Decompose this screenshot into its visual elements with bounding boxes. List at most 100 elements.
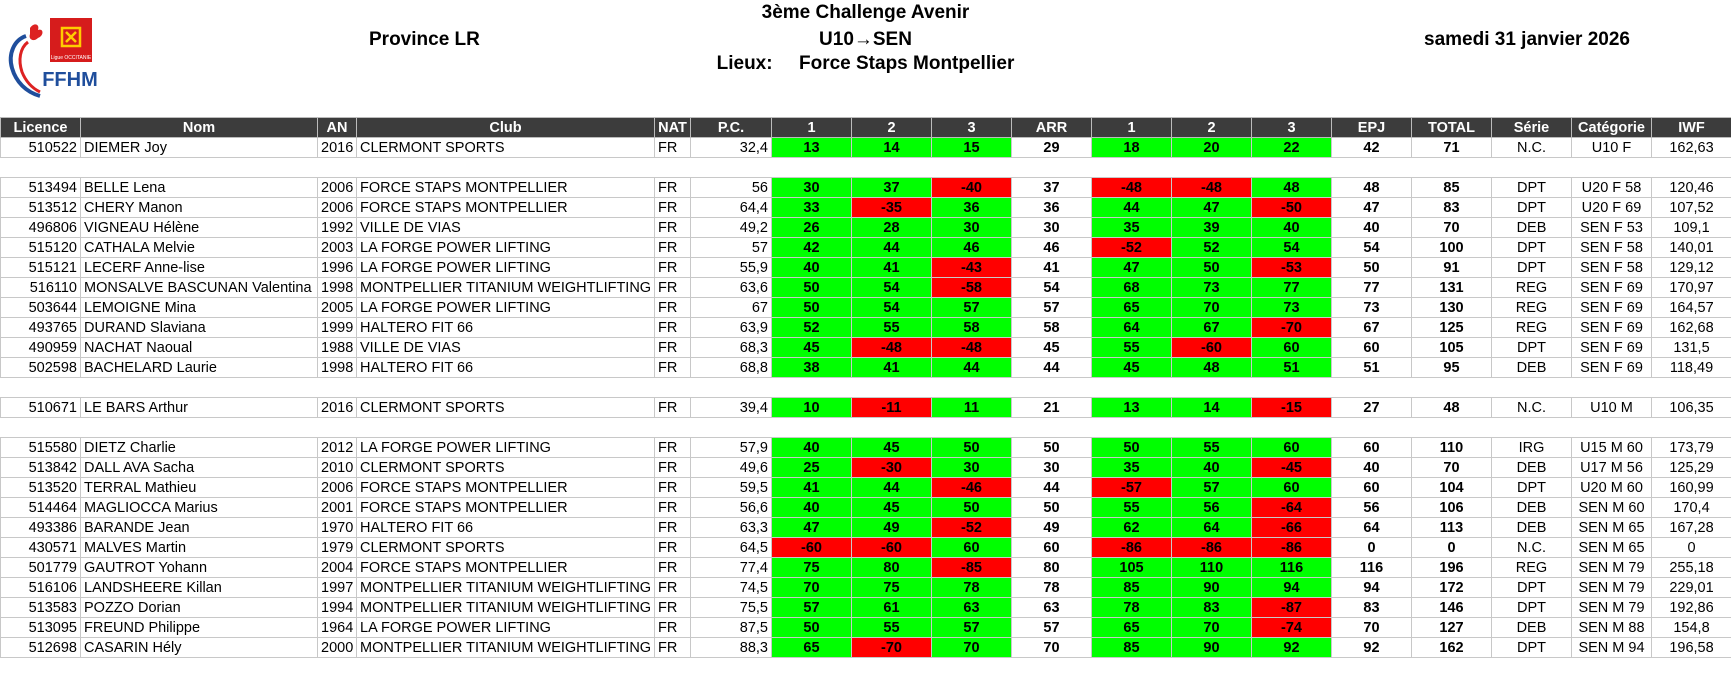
nationality-cell: FR: [654, 577, 691, 598]
cj-attempt-cell: 18: [1091, 137, 1172, 158]
iwf-cell: 229,01: [1651, 577, 1731, 598]
category-cell: SEN M 94: [1571, 637, 1652, 658]
snatch-attempt-cell: 41: [851, 257, 932, 278]
licence-cell: 513842: [0, 457, 81, 478]
table-row: 515580 DIETZ Charlie 2012 LA FORGE POWER LI…: [0, 437, 1731, 458]
table-row: 502598 BACHELARD Laurie 1998 HALTERO FIT 66…: [0, 357, 1731, 378]
snatch-best-cell: 70: [1011, 637, 1092, 658]
cj-best-cell: 47: [1331, 197, 1412, 218]
cj-attempt-cell: 60: [1251, 437, 1332, 458]
snatch-attempt-cell: 58: [931, 317, 1012, 338]
name-cell: CASARIN Hély: [80, 637, 318, 658]
snatch-best-cell: 29: [1011, 137, 1092, 158]
cj-attempt-cell: 39: [1171, 217, 1252, 238]
cj-attempt-cell: -86: [1091, 537, 1172, 558]
cj-best-cell: 116: [1331, 557, 1412, 578]
location-label: Lieux:: [716, 53, 773, 74]
bodyweight-cell: 75,5: [690, 597, 772, 618]
table-row: 493765 DURAND Slaviana 1999 HALTERO FIT 66 F…: [0, 317, 1731, 338]
snatch-attempt-cell: 65: [771, 637, 852, 658]
nationality-cell: FR: [654, 237, 691, 258]
year-cell: 1998: [317, 277, 357, 298]
cj-attempt-cell: -45: [1251, 457, 1332, 478]
bodyweight-cell: 56,6: [690, 497, 772, 518]
name-cell: TERRAL Mathieu: [80, 477, 318, 498]
cj-best-cell: 42: [1331, 137, 1412, 158]
name-cell: MAGLIOCCA Marius: [80, 497, 318, 518]
snatch-attempt-cell: 37: [851, 177, 932, 198]
snatch-attempt-cell: 30: [931, 217, 1012, 238]
year-cell: 2012: [317, 437, 357, 458]
snatch-attempt-cell: -60: [771, 537, 852, 558]
name-cell: BELLE Lena: [80, 177, 318, 198]
year-cell: 1988: [317, 337, 357, 358]
spacer-cell: [931, 377, 1012, 398]
series-cell: REG: [1491, 277, 1572, 298]
licence-cell: 515120: [0, 237, 81, 258]
spacer-cell: [80, 157, 318, 178]
iwf-cell: 118,49: [1651, 357, 1731, 378]
cj-attempt-cell: 83: [1171, 597, 1252, 618]
total-cell: 130: [1411, 297, 1492, 318]
iwf-cell: 162,63: [1651, 137, 1731, 158]
series-cell: DEB: [1491, 497, 1572, 518]
cj-attempt-cell: -48: [1171, 177, 1252, 198]
category-cell: SEN F 53: [1571, 217, 1652, 238]
cj-best-cell: 50: [1331, 257, 1412, 278]
table-row: 512698 CASARIN Hély 2000 MONTPELLIER TITANI…: [0, 637, 1731, 658]
total-cell: 0: [1411, 537, 1492, 558]
name-cell: LE BARS Arthur: [80, 397, 318, 418]
snatch-attempt-cell: 60: [931, 537, 1012, 558]
cj-attempt-cell: 47: [1091, 257, 1172, 278]
name-cell: LECERF Anne-lise: [80, 257, 318, 278]
club-cell: LA FORGE POWER LIFTING: [356, 297, 655, 318]
snatch-attempt-cell: 40: [771, 257, 852, 278]
snatch-attempt-cell: 54: [851, 277, 932, 298]
snatch-attempt-cell: 28: [851, 217, 932, 238]
total-cell: 196: [1411, 557, 1492, 578]
bodyweight-cell: 63,9: [690, 317, 772, 338]
snatch-attempt-cell: 55: [851, 617, 932, 638]
cj-best-cell: 60: [1331, 477, 1412, 498]
cj-attempt-cell: 85: [1091, 577, 1172, 598]
spacer-cell: [1491, 377, 1572, 398]
total-cell: 71: [1411, 137, 1492, 158]
snatch-attempt-cell: 50: [931, 497, 1012, 518]
cj-attempt-cell: 13: [1091, 397, 1172, 418]
name-cell: BARANDE Jean: [80, 517, 318, 538]
bodyweight-cell: 57: [690, 237, 772, 258]
bodyweight-cell: 64,4: [690, 197, 772, 218]
year-cell: 2016: [317, 397, 357, 418]
spacer-cell: [1651, 377, 1731, 398]
total-cell: 105: [1411, 337, 1492, 358]
spacer-cell: [1491, 157, 1572, 178]
spacer-cell: [851, 157, 932, 178]
column-header: Licence: [0, 117, 81, 138]
series-cell: DPT: [1491, 337, 1572, 358]
cj-attempt-cell: 70: [1171, 297, 1252, 318]
nationality-cell: FR: [654, 637, 691, 658]
snatch-attempt-cell: 49: [851, 517, 932, 538]
name-cell: DIETZ Charlie: [80, 437, 318, 458]
snatch-attempt-cell: 15: [931, 137, 1012, 158]
series-cell: DEB: [1491, 457, 1572, 478]
cj-attempt-cell: 70: [1171, 617, 1252, 638]
cj-attempt-cell: 90: [1171, 637, 1252, 658]
nationality-cell: FR: [654, 177, 691, 198]
cj-attempt-cell: 50: [1171, 257, 1252, 278]
bodyweight-cell: 88,3: [690, 637, 772, 658]
bodyweight-cell: 32,4: [690, 137, 772, 158]
nationality-cell: FR: [654, 277, 691, 298]
year-cell: 2010: [317, 457, 357, 478]
iwf-cell: 154,8: [1651, 617, 1731, 638]
snatch-attempt-cell: 55: [851, 317, 932, 338]
spacer-cell: [1331, 417, 1412, 438]
spacer-cell: [1171, 377, 1252, 398]
bodyweight-cell: 49,2: [690, 217, 772, 238]
cj-attempt-cell: -86: [1171, 537, 1252, 558]
nationality-cell: FR: [654, 517, 691, 538]
cj-best-cell: 51: [1331, 357, 1412, 378]
cj-attempt-cell: 90: [1171, 577, 1252, 598]
cj-best-cell: 60: [1331, 437, 1412, 458]
results-table: Licence Nom AN Club NAT P.C. 1 2 3 ARR 1 2 3 EPJ TOTAL…: [0, 117, 1731, 658]
